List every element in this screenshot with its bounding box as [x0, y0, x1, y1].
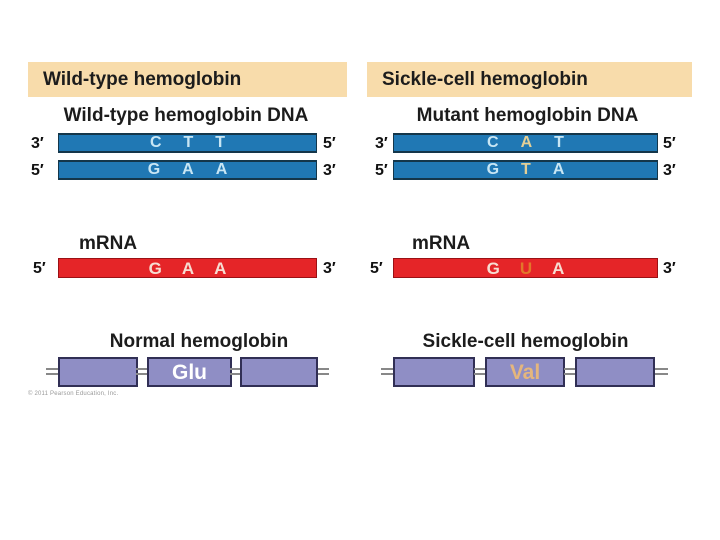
- nucleotide-letter: T: [183, 134, 194, 151]
- amino-acid-box-glu: Glu: [147, 357, 232, 387]
- prime-label: 3′: [663, 162, 676, 179]
- prime-label: 3′: [31, 135, 44, 152]
- prime-label: 5′: [31, 162, 44, 179]
- wild-type-header-box: Wild-type hemoglobin: [28, 62, 347, 97]
- peptide-link: [318, 368, 329, 375]
- mutant-mrna-bar: G U A: [393, 258, 658, 278]
- nucleotide-letter: C: [149, 134, 162, 151]
- mutant-mrna-label: mRNA: [412, 233, 471, 254]
- prime-label: 5′: [33, 260, 46, 277]
- sickle-cell-header-label: Sickle-cell hemoglobin: [382, 68, 588, 90]
- nucleotide-letter: A: [215, 161, 228, 178]
- wild-type-mrna-label: mRNA: [79, 233, 138, 254]
- peptide-link: [655, 368, 668, 375]
- peptide-link: [381, 368, 393, 375]
- peptide-link: [474, 368, 486, 375]
- nucleotide-letter: A: [182, 161, 194, 178]
- mutant-dna-title: Mutant hemoglobin DNA: [416, 105, 639, 126]
- amino-acid-box: [240, 357, 318, 387]
- sickle-cell-hemoglobin-title: Sickle-cell hemoglobin: [422, 331, 629, 352]
- amino-acid-box: [393, 357, 475, 387]
- mutant-dna-template-strand-bar: C A T: [393, 133, 658, 153]
- amino-acid-box-val: Val: [485, 357, 565, 387]
- nucleotide-letter: A: [214, 258, 227, 278]
- amino-acid-box: [575, 357, 655, 387]
- copyright-text: © 2011 Pearson Education, Inc.: [28, 391, 119, 397]
- prime-label: 5′: [663, 135, 676, 152]
- nucleotide-letter: T: [554, 134, 564, 151]
- prime-label: 5′: [370, 260, 383, 277]
- prime-label: 3′: [375, 135, 388, 152]
- wild-type-header-label: Wild-type hemoglobin: [43, 68, 242, 90]
- wild-type-mrna-bar: G A A: [58, 258, 317, 278]
- mutated-nucleotide-letter: T: [521, 161, 531, 178]
- peptide-link: [46, 368, 58, 375]
- nucleotide-letter: G: [486, 161, 500, 178]
- wild-type-dna-title: Wild-type hemoglobin DNA: [63, 105, 309, 126]
- peptide-link: [230, 368, 242, 375]
- prime-label: 5′: [323, 135, 336, 152]
- nucleotide-letter: A: [552, 161, 565, 178]
- sickle-cell-header-box: Sickle-cell hemoglobin: [367, 62, 692, 97]
- prime-label: 3′: [663, 260, 676, 277]
- residue-label: Val: [509, 360, 541, 384]
- peptide-link: [136, 368, 149, 375]
- nucleotide-letter: C: [487, 134, 499, 151]
- wild-type-dna-template-strand-bar: C T T: [58, 133, 317, 153]
- nucleotide-letter: A: [552, 258, 565, 278]
- mutated-nucleotide-letter: U: [519, 258, 533, 278]
- peptide-link: [564, 368, 576, 375]
- nucleotide-letter: G: [147, 161, 161, 178]
- nucleotide-letter: G: [148, 258, 162, 278]
- nucleotide-letter: A: [181, 258, 195, 278]
- normal-hemoglobin-title: Normal hemoglobin: [109, 331, 289, 352]
- mutant-dna-coding-strand-bar: G T A: [393, 160, 658, 180]
- wild-type-dna-coding-strand-bar: G A A: [58, 160, 317, 180]
- prime-label: 3′: [323, 260, 336, 277]
- mutated-nucleotide-letter: A: [520, 134, 533, 151]
- nucleotide-letter: G: [486, 258, 500, 278]
- nucleotide-letter: T: [215, 134, 226, 151]
- amino-acid-box: [58, 357, 138, 387]
- residue-label: Glu: [172, 360, 207, 384]
- prime-label: 5′: [375, 162, 388, 179]
- prime-label: 3′: [323, 162, 336, 179]
